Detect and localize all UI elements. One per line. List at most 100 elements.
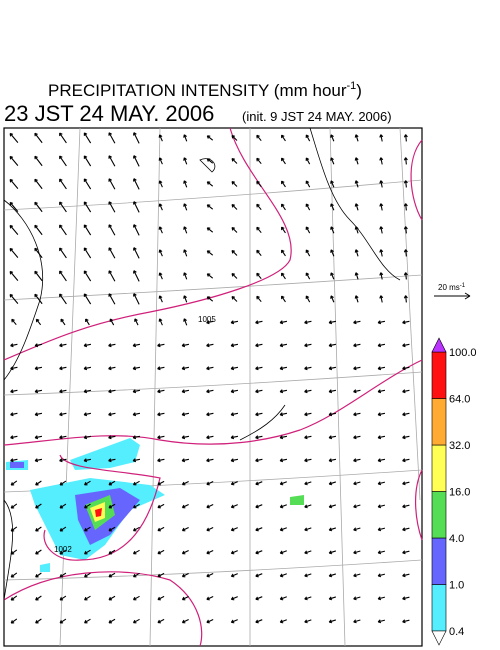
wind-arrow	[206, 296, 214, 302]
title-main: PRECIPITATION INTENSITY (mm hour	[48, 81, 347, 100]
colorbar-label: 16.0	[449, 487, 470, 499]
wind-arrow	[230, 504, 238, 509]
wind-arrow	[109, 318, 115, 326]
wind-arrow	[231, 273, 238, 279]
wind-arrow	[59, 155, 67, 167]
wind-arrow	[9, 155, 19, 166]
wind-arrow	[353, 412, 361, 417]
wind-arrow	[279, 527, 287, 532]
wind-arrow	[34, 343, 43, 348]
wind-arrow	[181, 549, 189, 555]
wind-arrow	[328, 389, 337, 394]
wind-arrow	[231, 204, 238, 210]
wind-arrow	[10, 618, 18, 624]
wind-arrow	[353, 481, 361, 486]
wind-arrow	[157, 343, 165, 348]
wind-arrow	[279, 412, 288, 417]
wind-arrow	[35, 572, 42, 578]
wind-arrow	[255, 435, 263, 440]
wind-arrow	[206, 135, 214, 141]
wind-arrow	[377, 596, 386, 601]
wind-arrow	[59, 389, 67, 394]
wind-arrow	[402, 435, 410, 440]
wind-arrow	[10, 572, 18, 578]
wind-arrow	[256, 157, 262, 165]
wind-arrow	[279, 481, 287, 486]
wind-arrow	[10, 549, 18, 555]
wind-arrow	[34, 435, 43, 440]
wind-arrow	[279, 550, 287, 555]
wind-arrow	[256, 203, 262, 211]
wind-arrow	[403, 249, 408, 257]
wind-arrow	[328, 343, 337, 348]
wind-arrow	[59, 526, 67, 532]
wind-arrow	[402, 343, 410, 348]
wind-arrow	[402, 527, 410, 532]
wind-arrow	[34, 389, 43, 394]
wind-arrow	[230, 389, 239, 394]
wind-arrow	[379, 272, 384, 280]
wind-arrow	[132, 480, 140, 486]
wind-arrow	[108, 270, 116, 282]
wind-arrow	[183, 226, 188, 234]
wind-arrow	[132, 435, 141, 440]
wind-arrow	[353, 458, 361, 463]
wind-arrow	[280, 249, 286, 257]
wind-arrow	[133, 132, 140, 144]
wind-arrow	[108, 572, 116, 578]
wind-arrow	[353, 596, 361, 601]
wind-arrow	[59, 412, 67, 417]
wind-arrow	[402, 596, 410, 601]
wind-arrow	[255, 573, 263, 578]
wind-arrow	[132, 366, 141, 371]
wind-arrow	[402, 320, 410, 325]
wind-arrow	[206, 458, 214, 463]
wind-arrow	[255, 596, 263, 601]
wind-arrow	[206, 204, 214, 210]
wind-arrow	[304, 573, 312, 578]
wind-arrow	[10, 503, 18, 509]
wind-arrow	[157, 526, 165, 532]
wind-arrow	[132, 412, 141, 417]
wind-arrow	[157, 458, 165, 463]
wind-arrow	[9, 201, 19, 212]
wind-arrow	[108, 526, 116, 532]
wind-arrow	[59, 572, 67, 578]
wind-arrow	[230, 435, 239, 440]
wind-arrow	[34, 366, 43, 371]
wind-arrow	[230, 412, 239, 417]
colorbar-label: 32.0	[449, 440, 470, 452]
wind-arrow	[305, 157, 311, 165]
wind-arrow	[353, 343, 361, 348]
wind-arrow	[330, 226, 335, 234]
wind-arrow	[183, 157, 188, 165]
coastline	[3, 499, 13, 601]
wind-arrow	[181, 343, 190, 348]
wind-arrow	[353, 389, 361, 394]
wind-arrow	[379, 180, 384, 188]
wind-arrow	[206, 527, 214, 532]
wind-arrow	[181, 389, 190, 394]
isobar	[410, 139, 423, 221]
wind-arrow	[206, 504, 214, 509]
wind-arrow	[206, 343, 214, 348]
wind-arrow	[59, 458, 67, 463]
wind-arrow	[354, 272, 359, 280]
wind-arrow	[10, 366, 18, 371]
wind-arrow	[35, 503, 42, 509]
wind-arrow	[108, 224, 116, 236]
wind-arrow	[304, 435, 312, 440]
wind-arrow	[10, 595, 18, 601]
wind-arrow	[379, 295, 384, 303]
wind-arrow	[83, 201, 92, 213]
wind-arrow	[279, 435, 288, 440]
wind-arrow	[305, 203, 311, 211]
wind-arrow	[206, 273, 214, 279]
wind-arrow	[84, 618, 91, 624]
wind-arrow	[304, 596, 312, 601]
wind-arrow	[280, 272, 286, 280]
wind-arrow	[304, 481, 312, 486]
wind-arrow	[108, 389, 116, 394]
wind-arrow	[59, 435, 67, 440]
wind-arrow	[255, 389, 263, 394]
